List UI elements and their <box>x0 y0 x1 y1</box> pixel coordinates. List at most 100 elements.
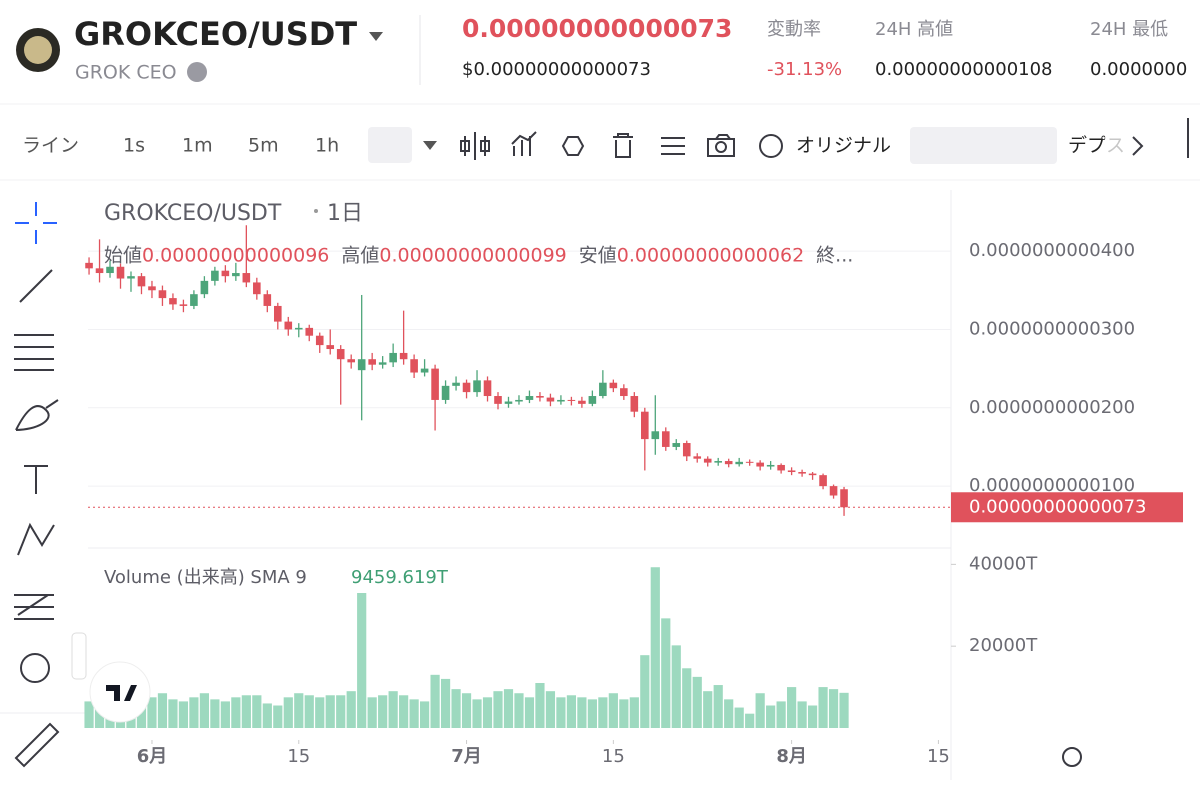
volume-bar <box>776 701 786 728</box>
volume-title: Volume (出来高) SMA 9 <box>104 567 307 588</box>
volume-bar <box>545 691 556 728</box>
candle-body <box>473 380 481 393</box>
candle-body <box>179 304 188 306</box>
volume-bar <box>262 703 272 728</box>
volume-bar <box>336 695 346 728</box>
interval-dropdown[interactable] <box>423 141 437 150</box>
volume-bar <box>461 693 472 728</box>
candle-body <box>116 266 125 279</box>
volume-bar <box>472 699 482 728</box>
volume-bar <box>399 695 409 728</box>
volume-bar <box>241 695 251 728</box>
candle-body <box>504 401 513 404</box>
volume-bar <box>304 695 314 728</box>
camera-icon[interactable] <box>707 134 735 157</box>
volume-bar <box>745 713 755 728</box>
view-button[interactable]: オリジナル <box>796 135 891 157</box>
y-tick-label: 0.0000000000100 <box>969 475 1135 496</box>
volume-bar <box>703 691 713 728</box>
brush-tool[interactable] <box>15 399 59 431</box>
pair-title: GROKCEO/USDT <box>74 15 357 53</box>
volume-bar <box>378 695 388 728</box>
interval-button[interactable]: 1m <box>182 135 213 157</box>
pattern-tool[interactable] <box>17 522 55 556</box>
interval-button[interactable]: 1h <box>315 135 339 157</box>
candle-body <box>756 462 764 467</box>
candle-body <box>294 327 303 330</box>
volume-bar <box>619 699 629 728</box>
price-usd: $0.00000000000073 <box>462 59 651 80</box>
collapse-tab[interactable] <box>71 632 87 680</box>
candle-body <box>661 431 670 447</box>
volume-bar <box>294 693 304 728</box>
volume-bar <box>283 697 293 728</box>
y-tick-label: 0.0000000000400 <box>969 240 1135 261</box>
candle-body <box>347 359 355 363</box>
volume-bar <box>168 699 178 728</box>
last-price-label: 0.00000000000073 <box>969 496 1147 517</box>
x-tick-label: 15 <box>602 746 625 767</box>
settings-icon[interactable] <box>661 137 685 155</box>
stat-label: 変動率 <box>767 19 821 40</box>
interval-button[interactable]: 5m <box>248 135 279 157</box>
candle-body <box>798 472 806 474</box>
candle-body <box>410 359 418 373</box>
candle-body <box>536 396 544 398</box>
volume-bar <box>787 687 797 728</box>
line-tool[interactable] <box>19 269 53 303</box>
volume-bar <box>493 691 503 728</box>
info-icon[interactable] <box>187 62 207 82</box>
volume-bar <box>577 697 587 728</box>
candle-body <box>494 396 502 404</box>
active-interval-bg <box>368 127 412 163</box>
ruler-tool[interactable] <box>14 722 60 768</box>
legend-label: 高値 <box>341 245 379 267</box>
candle-body <box>273 305 282 322</box>
candle-body <box>200 280 209 295</box>
candle-body <box>420 368 429 373</box>
volume-bar <box>766 705 776 728</box>
candle-body <box>609 382 618 389</box>
view-icon[interactable] <box>759 134 783 158</box>
template-icon[interactable] <box>561 136 585 156</box>
candle-body <box>431 368 439 400</box>
scroll-right[interactable] <box>1132 136 1144 156</box>
fib-tool[interactable] <box>14 334 54 371</box>
candle-body <box>137 276 146 287</box>
volume-bar <box>535 683 545 728</box>
emoji-tool[interactable] <box>20 653 50 683</box>
last-price: 0.00000000000073 <box>462 14 732 43</box>
volume-tick-label: 20000T <box>969 635 1038 656</box>
candle-body <box>620 388 628 397</box>
volume-bar <box>346 691 356 728</box>
volume-bar <box>608 693 618 728</box>
delete-icon[interactable] <box>613 133 633 158</box>
text-tool[interactable] <box>24 465 48 494</box>
candle-icon[interactable] <box>460 132 490 160</box>
settings-gear[interactable] <box>1062 747 1082 767</box>
interval-button[interactable]: ライン <box>22 135 79 157</box>
candle-body <box>441 385 450 400</box>
pair-dropdown[interactable] <box>369 32 383 41</box>
stat-value: 0.0000000 <box>1090 59 1187 80</box>
x-tick-label: 6月 <box>137 746 168 767</box>
volume-bar <box>482 697 493 728</box>
candle-body <box>127 276 135 279</box>
volume-bar <box>420 701 430 728</box>
candle-body <box>714 461 723 463</box>
volume-bar <box>807 705 818 728</box>
volume-bar <box>514 693 524 728</box>
legend-value: 0.00000000000062 <box>617 245 804 267</box>
volume-bar <box>724 699 734 728</box>
crosshair-tool[interactable] <box>15 202 57 244</box>
projection-tool[interactable] <box>14 594 54 620</box>
candle-body <box>578 400 586 404</box>
indicator-icon[interactable] <box>511 131 537 156</box>
candle-body <box>263 294 272 306</box>
candle-body <box>190 294 198 306</box>
candle-body <box>232 273 240 277</box>
candle-body <box>357 359 366 371</box>
candle-body <box>599 382 607 397</box>
interval-button[interactable]: 1s <box>123 135 145 157</box>
